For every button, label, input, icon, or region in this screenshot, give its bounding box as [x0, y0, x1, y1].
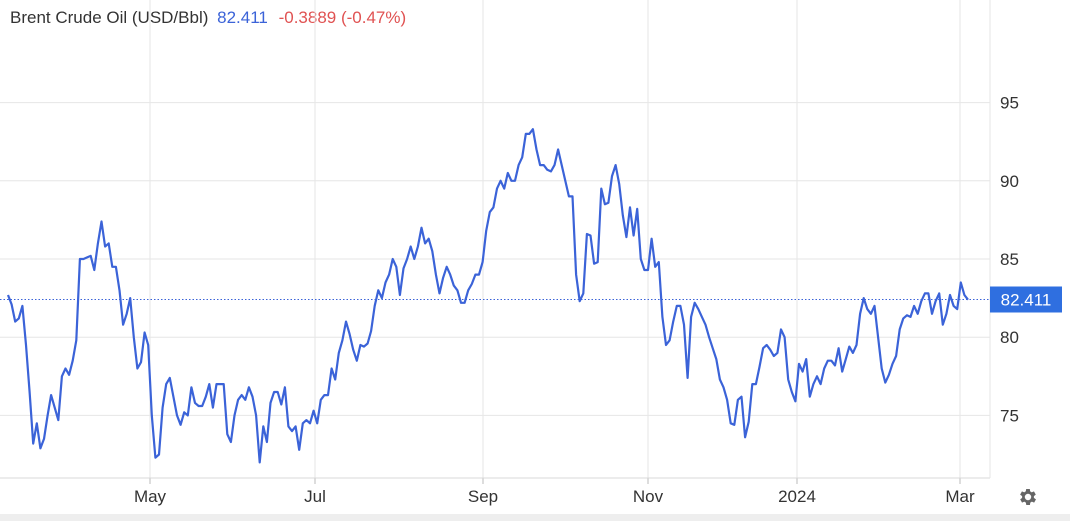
price-series-line[interactable] — [6, 128, 969, 464]
x-tick-label: Nov — [633, 487, 664, 506]
current-price: 82.411 — [217, 8, 268, 27]
chart-header: Brent Crude Oil (USD/Bbl) 82.411 -0.3889… — [10, 8, 406, 28]
y-tick-label: 75 — [1000, 406, 1019, 425]
x-tick-label: 2024 — [778, 487, 816, 506]
x-tick-label: Mar — [945, 487, 975, 506]
y-tick-label: 85 — [1000, 250, 1019, 269]
y-tick-label: 80 — [1000, 328, 1019, 347]
y-tick-label: 90 — [1000, 172, 1019, 191]
x-tick-label: Sep — [468, 487, 498, 506]
instrument-title: Brent Crude Oil (USD/Bbl) — [10, 8, 209, 27]
last-price-badge — [990, 286, 1062, 313]
x-tick-label: Jul — [304, 487, 326, 506]
price-change: -0.3889 (-0.47%) — [278, 8, 407, 27]
last-price-label: 82.411 — [1001, 290, 1052, 309]
y-tick-label: 95 — [1000, 94, 1019, 113]
x-tick-label: May — [134, 487, 167, 506]
gear-icon[interactable] — [1017, 486, 1039, 508]
bottom-bar — [0, 514, 1070, 521]
